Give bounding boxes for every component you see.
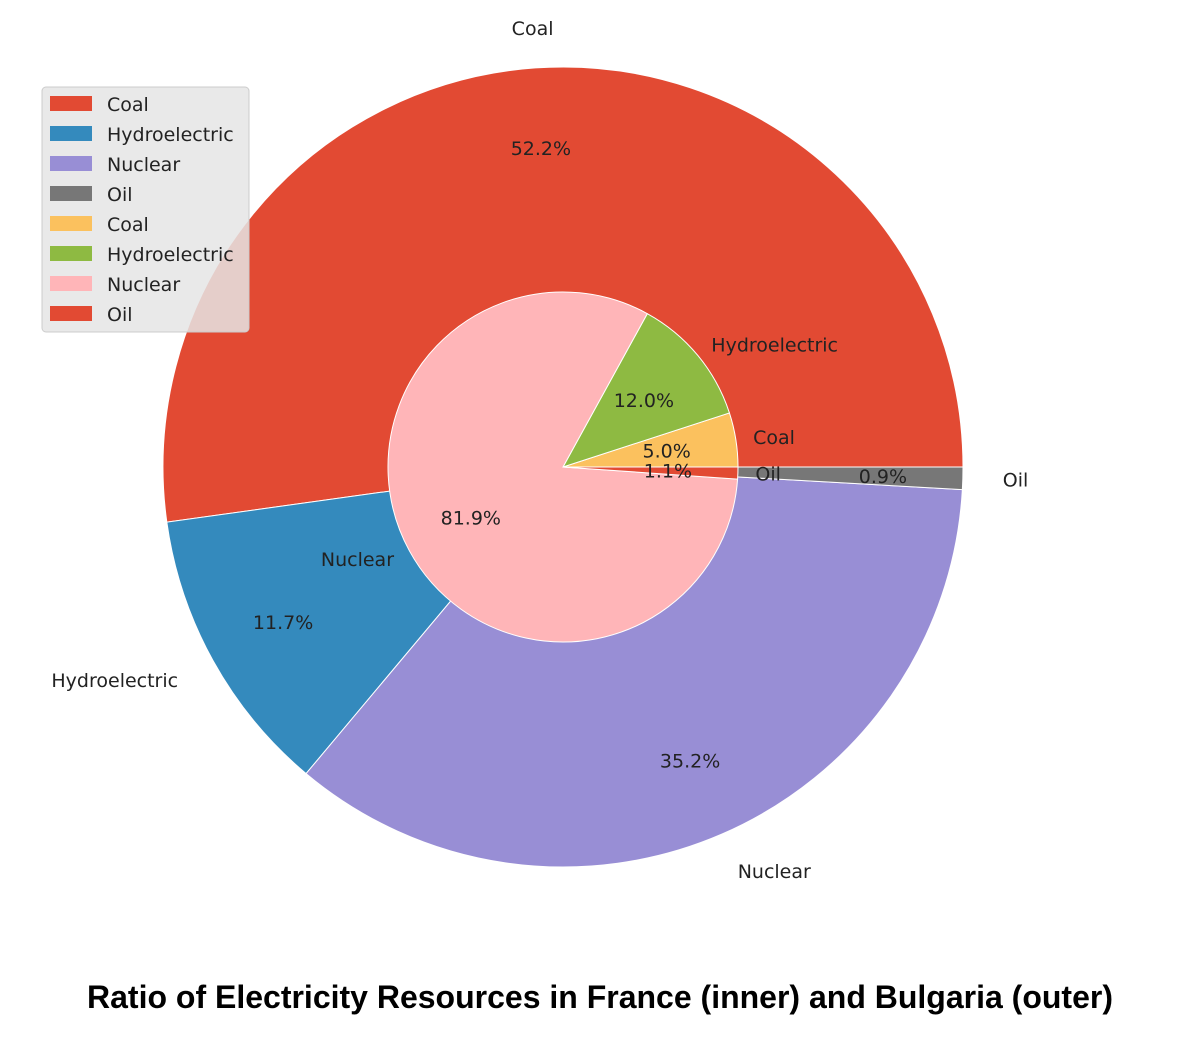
- outer-category-label-hydroelectric: Hydroelectric: [51, 670, 178, 692]
- outer-labels: 52.2% Coal 11.7% Hydroelectric 35.2% Nuclear 0…: [51, 18, 1028, 883]
- outer-category-label-coal: Coal: [512, 18, 554, 40]
- inner-slice-nuclear: [387, 291, 739, 643]
- legend-swatch-nuclear: [50, 276, 92, 291]
- legend-label-coal: Coal: [107, 214, 149, 236]
- legend-swatch-coal: [50, 216, 92, 231]
- legend-label-hydroelectric: Hydroelectric: [107, 124, 234, 146]
- outer-category-label-nuclear: Nuclear: [738, 861, 811, 883]
- outer-percent-label-oil: 0.9%: [859, 466, 907, 488]
- legend-swatch-oil: [50, 306, 92, 321]
- inner-pie: [387, 291, 739, 643]
- legend-frame: [41, 86, 250, 333]
- outer-slice-nuclear: [305, 466, 963, 868]
- outer-percent-label-nuclear: 35.2%: [660, 751, 720, 773]
- legend-label-nuclear: Nuclear: [107, 154, 180, 176]
- legend-swatch-nuclear: [50, 156, 92, 171]
- inner-category-label-hydroelectric: Hydroelectric: [711, 334, 838, 356]
- outer-percent-label-coal: 52.2%: [511, 138, 571, 160]
- inner-percent-label-coal: 5.0%: [643, 441, 691, 463]
- legend-swatch-hydroelectric: [50, 246, 92, 261]
- outer-category-label-oil: Oil: [1003, 469, 1029, 491]
- legend-label-oil: Oil: [107, 304, 133, 326]
- legend-swatch-oil: [50, 186, 92, 201]
- inner-category-label-coal: Coal: [753, 427, 795, 449]
- legend-label-coal: Coal: [107, 94, 149, 116]
- legend-swatch-coal: [50, 96, 92, 111]
- chart-title: Ratio of Electricity Resources in France…: [87, 979, 1113, 1015]
- inner-category-label-nuclear: Nuclear: [321, 549, 394, 571]
- legend-label-hydroelectric: Hydroelectric: [107, 244, 234, 266]
- inner-category-label-oil: Oil: [755, 464, 781, 486]
- inner-percent-label-hydroelectric: 12.0%: [614, 390, 674, 412]
- outer-percent-label-hydroelectric: 11.7%: [253, 612, 313, 634]
- inner-percent-label-oil: 1.1%: [644, 461, 692, 483]
- legend-label-nuclear: Nuclear: [107, 274, 180, 296]
- legend: Coal Hydroelectric Nuclear Oil Coal Hydroelec…: [41, 86, 250, 333]
- inner-labels: 5.0% Coal 12.0% Hydroelectric 81.9% Nuclear 1.…: [321, 334, 838, 571]
- legend-swatch-hydroelectric: [50, 126, 92, 141]
- inner-slice-oil: [562, 466, 739, 480]
- inner-slice-hydroelectric: [561, 312, 731, 468]
- legend-label-oil: Oil: [107, 184, 133, 206]
- inner-percent-label-nuclear: 81.9%: [441, 507, 501, 529]
